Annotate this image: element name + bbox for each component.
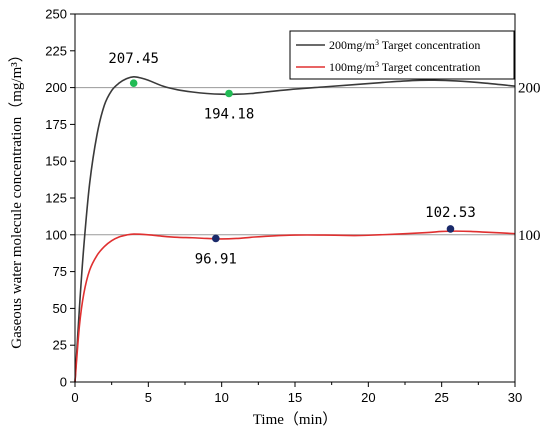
y-tick-label: 225 [45, 43, 67, 58]
y-tick-label: 125 [45, 191, 67, 206]
x-tick-label: 30 [508, 390, 522, 405]
data-label: 194.18 [204, 106, 255, 122]
series-line-100 [74, 230, 516, 383]
y-tick-label: 150 [45, 154, 67, 169]
y-tick-label: 100 [45, 227, 67, 242]
x-tick-label: 20 [361, 390, 375, 405]
y-tick-label: 0 [60, 375, 67, 390]
data-label: 96.91 [195, 251, 237, 267]
reference-label-100: 100 [518, 228, 541, 244]
legend-entry-200: 200mg/m3 Target concentration [329, 38, 480, 53]
y-tick-label: 25 [53, 338, 67, 353]
data-marker [212, 234, 220, 243]
y-tick-label: 175 [45, 117, 67, 132]
reference-label-200: 200 [518, 81, 541, 97]
legend: 200mg/m3 Target concentration 100mg/m3 T… [289, 30, 515, 80]
x-tick-label: 5 [145, 390, 152, 405]
data-label: 102.53 [425, 205, 476, 221]
data-marker [129, 79, 138, 87]
x-tick-label: 15 [288, 390, 302, 405]
data-marker [225, 89, 233, 98]
x-axis-title: Time（min） [253, 411, 337, 428]
y-tick-label: 50 [53, 301, 67, 316]
series-line-200 [74, 76, 516, 383]
legend-entry-100: 100mg/m3 Target concentration [329, 60, 480, 75]
x-tick-label: 0 [71, 390, 78, 405]
y-tick-label: 200 [45, 80, 67, 95]
x-tick-label: 25 [434, 390, 448, 405]
x-tick-label: 10 [214, 390, 228, 405]
legend-box [289, 30, 515, 80]
y-tick-label: 75 [53, 264, 67, 279]
y-axis-title: Gaseous water molecule concentration（mg/… [8, 47, 25, 349]
data-marker [446, 225, 455, 233]
y-tick-label: 250 [45, 7, 67, 22]
data-label: 207.45 [108, 51, 159, 67]
